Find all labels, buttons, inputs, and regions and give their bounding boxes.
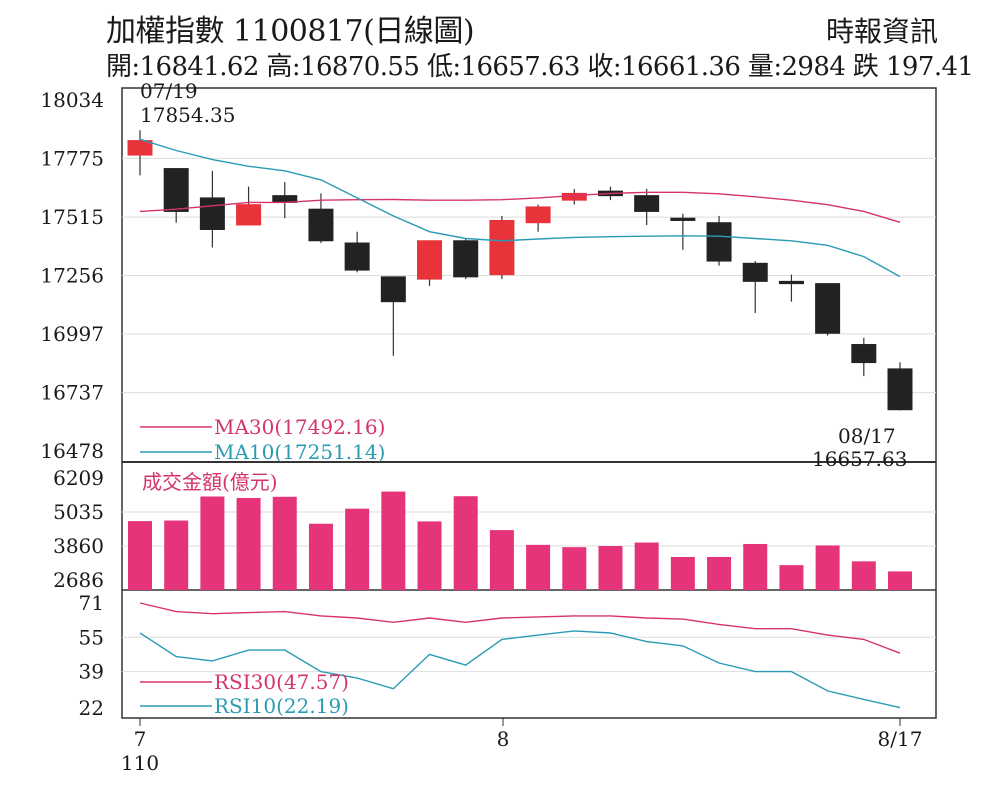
volume-bar <box>815 545 840 590</box>
price-ytick-label: 17256 <box>40 264 104 288</box>
volume-ytick-label: 2686 <box>53 568 104 592</box>
rsi10-line <box>139 630 901 709</box>
volume-bar <box>308 523 333 590</box>
volume-bar <box>417 521 442 590</box>
annotation-start-date: 07/19 <box>140 79 198 103</box>
candle-body <box>344 242 370 271</box>
legend-ma30: MA30(17492.16) <box>214 415 385 439</box>
volume-bar <box>236 497 261 590</box>
candle-body <box>851 344 877 364</box>
volume-bar <box>779 565 804 590</box>
volume-bar <box>345 508 370 590</box>
rsi-ytick-label: 22 <box>79 696 104 720</box>
candle-body <box>163 168 189 212</box>
rsi30-line <box>139 602 901 654</box>
candle-body <box>742 262 768 282</box>
price-ytick-label: 16737 <box>40 381 104 405</box>
volume-bar <box>888 571 912 590</box>
rsi-ytick-label: 55 <box>79 625 104 649</box>
candle-body <box>380 276 406 303</box>
volume-bar <box>453 496 478 590</box>
volume-bar <box>526 544 551 590</box>
candle-body <box>706 222 732 262</box>
legend-rsi30: RSI30(47.57) <box>214 670 349 694</box>
volume-panel-title: 成交金額(億元) <box>142 470 278 494</box>
ma10-line <box>139 138 901 278</box>
price-ytick-label: 16478 <box>40 439 104 463</box>
volume-bar <box>272 496 297 590</box>
ohlc-summary: 開:16841.62 高:16870.55 低:16657.63 收:16661… <box>106 52 974 82</box>
price-ytick-label: 16997 <box>40 322 104 346</box>
candle-body <box>236 204 262 226</box>
volume-bar <box>562 547 587 590</box>
candle-body <box>199 197 225 230</box>
chart-frame <box>121 87 937 719</box>
volume-bar <box>164 520 189 590</box>
annotation-end-date: 08/17 <box>838 424 896 448</box>
x-tick-label-aug: 8 <box>497 727 510 751</box>
source-label: 時報資訊 <box>825 15 938 48</box>
candle-body <box>453 240 479 278</box>
volume-ytick-label: 5035 <box>53 500 104 524</box>
price-ytick-label: 17515 <box>40 205 104 229</box>
price-ytick-label: 17775 <box>40 146 104 170</box>
legend-ma10: MA10(17251.14) <box>214 440 385 464</box>
rsi-ytick-label: 39 <box>79 660 104 684</box>
rsi-ytick-label: 71 <box>79 591 104 615</box>
candle-body <box>778 280 804 285</box>
candle-body <box>308 208 334 242</box>
annotation-start-value: 17854.35 <box>140 103 235 127</box>
legend-rsi10: RSI10(22.19) <box>214 694 349 718</box>
volume-bar <box>707 557 732 590</box>
volume-bar <box>489 530 514 590</box>
candle-body <box>489 219 515 276</box>
candle-body <box>887 368 913 411</box>
volume-bar <box>851 561 876 590</box>
chart-title: 加權指數 1100817(日線圖) <box>106 14 475 49</box>
volume-bar <box>634 542 659 590</box>
volume-bar <box>200 496 225 590</box>
candle-body <box>815 283 841 334</box>
x-tick-label-end: 8/17 <box>878 727 923 751</box>
volume-bar <box>743 543 768 590</box>
x-tick-sublabel-year: 110 <box>121 751 159 775</box>
x-tick-label-jul: 7 <box>134 727 147 751</box>
candle-body <box>417 240 443 280</box>
volume-bar <box>598 546 623 590</box>
candle-body <box>525 206 551 224</box>
volume-bar <box>128 521 152 590</box>
volume-ytick-label: 3860 <box>53 534 104 558</box>
volume-bar <box>381 491 406 590</box>
volume-bar <box>670 557 695 590</box>
candle-body <box>634 195 660 212</box>
candle-body <box>670 217 696 221</box>
ma30-line <box>139 191 901 223</box>
annotation-end-value: 16657.63 <box>812 447 907 471</box>
volume-ytick-label: 6209 <box>53 466 104 490</box>
price-ytick-label: 18034 <box>40 88 104 112</box>
candle-body <box>127 140 153 156</box>
